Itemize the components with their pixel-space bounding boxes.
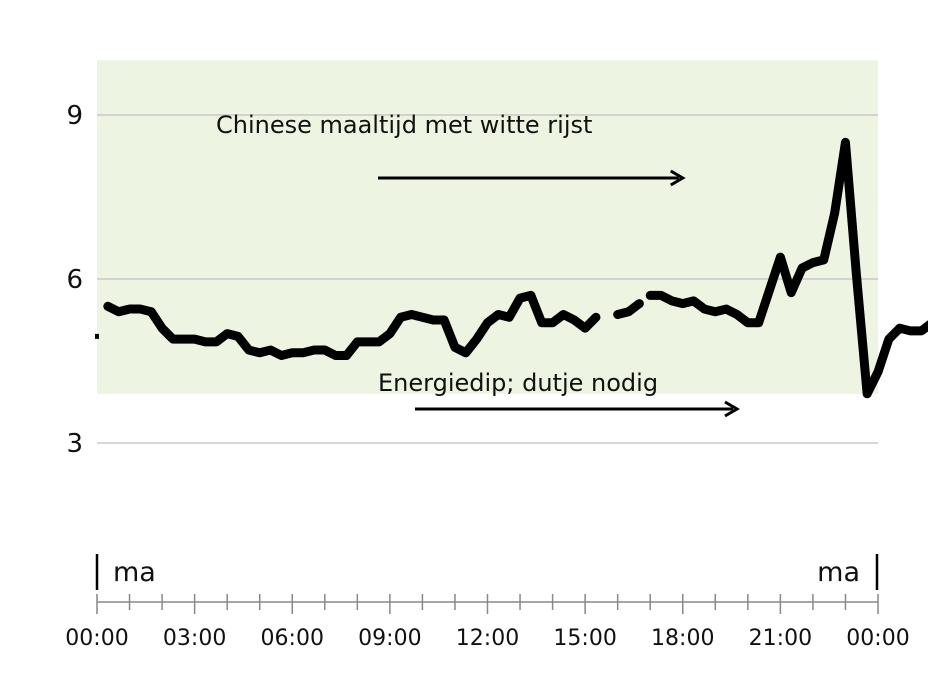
y-gridlines: [97, 114, 878, 444]
x-tick-label: 00:00: [65, 626, 128, 651]
x-tick-label: 18:00: [651, 626, 714, 651]
y-tick-label: 9: [66, 101, 83, 131]
y-tick-label: 3: [66, 429, 83, 459]
series-line-segment: [103, 290, 601, 361]
day-end-label: ma: [817, 557, 860, 588]
y-tick-label: 6: [66, 265, 83, 295]
x-tick-label: 03:00: [163, 626, 226, 651]
annotation-arrowhead: [669, 169, 686, 187]
series-line-segment: [613, 299, 644, 320]
x-tick-label: 00:00: [846, 626, 909, 651]
x-axis: 00:00 03:00 06:00 09:00 12:00 15:00 18:00 21:00…: [65, 594, 910, 651]
y-tick-labels: 3 6 9: [66, 101, 83, 459]
series-line-segment: [645, 137, 928, 399]
x-tick-label: 15:00: [553, 626, 616, 651]
x-tick-label: 12:00: [456, 626, 519, 651]
x-tick-label: 21:00: [749, 626, 812, 651]
x-tick-label: 09:00: [358, 626, 421, 651]
day-markers: ma ma: [95, 554, 879, 590]
annotation-label: Chinese maaltijd met witte rijst: [216, 111, 592, 139]
annotation-arrowhead: [724, 400, 740, 418]
x-tick-label: 06:00: [261, 626, 324, 651]
annotation-label: Energiedip; dutje nodig: [378, 369, 658, 397]
day-start-label: ma: [113, 557, 156, 588]
glucose-series: [103, 137, 928, 399]
annotations: Chinese maaltijd met witte rijst Energied…: [216, 111, 740, 418]
